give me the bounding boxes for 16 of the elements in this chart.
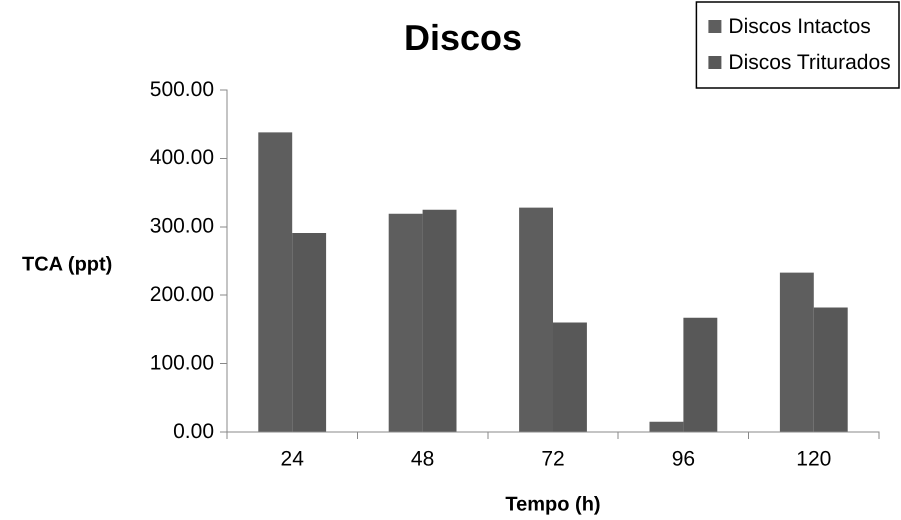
y-axis-title: TCA (ppt) xyxy=(22,254,112,276)
y-tick-label: 0.00 xyxy=(173,420,214,443)
x-tick-label: 96 xyxy=(672,447,696,470)
x-tick-label: 48 xyxy=(410,447,434,470)
y-tick-label: 100.00 xyxy=(150,351,214,374)
legend-label: Discos Triturados xyxy=(728,50,891,74)
x-tick-label: 24 xyxy=(280,447,304,470)
y-tick-label: 500.00 xyxy=(150,78,214,101)
y-tick-label: 300.00 xyxy=(150,214,214,238)
chart-title: Discos xyxy=(404,16,522,58)
y-tick-label: 400.00 xyxy=(150,146,214,170)
x-tick-label: 72 xyxy=(541,447,565,470)
y-tick-label: 200.00 xyxy=(150,282,214,306)
x-axis-title: Tempo (h) xyxy=(505,494,601,516)
legend-label: Discos Intactos xyxy=(728,14,871,38)
x-tick-label: 120 xyxy=(796,447,832,470)
